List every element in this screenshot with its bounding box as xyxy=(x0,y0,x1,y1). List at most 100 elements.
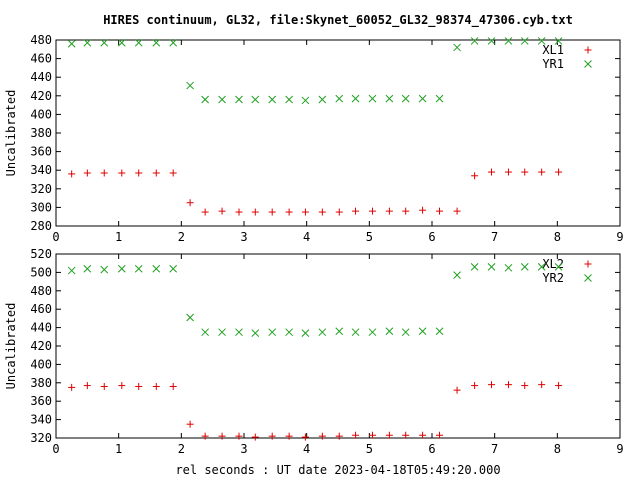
x-tick-label: 1 xyxy=(115,442,122,456)
data-point xyxy=(134,38,143,47)
y-tick-label: 400 xyxy=(30,357,52,371)
data-point xyxy=(538,168,546,176)
data-point xyxy=(100,265,109,274)
data-point xyxy=(201,208,209,216)
data-point xyxy=(453,43,461,52)
data-point xyxy=(453,386,461,394)
data-point xyxy=(352,207,360,215)
x-tick-label: 3 xyxy=(240,230,247,244)
data-point xyxy=(335,208,343,216)
data-point xyxy=(402,207,410,215)
y-tick-label: 460 xyxy=(30,52,52,66)
data-point xyxy=(435,327,444,336)
data-point xyxy=(285,328,293,337)
x-tick-label: 9 xyxy=(616,442,623,456)
x-tick-label: 2 xyxy=(178,442,185,456)
x-tick-label: 8 xyxy=(554,442,561,456)
data-point xyxy=(135,169,143,177)
data-point xyxy=(504,37,513,45)
series-xl2 xyxy=(68,381,563,441)
data-point xyxy=(268,328,277,337)
data-point xyxy=(117,38,126,47)
data-point xyxy=(419,206,427,214)
data-point xyxy=(134,264,143,273)
data-point xyxy=(152,264,161,273)
data-point xyxy=(470,263,479,271)
x-tick-label: 5 xyxy=(366,442,373,456)
data-point xyxy=(83,264,92,273)
y-tick-label: 460 xyxy=(30,302,52,316)
x-tick-label: 6 xyxy=(428,442,435,456)
data-point xyxy=(201,432,209,440)
plot-frame xyxy=(55,253,621,439)
data-point xyxy=(385,94,394,103)
data-point xyxy=(335,94,344,103)
series-yr2 xyxy=(67,263,563,337)
data-point xyxy=(152,38,161,47)
data-point xyxy=(368,328,377,337)
chart-panel-1: 0 1 2 3 4 5 6 7 8 9 280 300 320 340 360 380 400 420 440 460… xyxy=(4,33,624,244)
legend-marker xyxy=(584,260,592,268)
data-point xyxy=(537,37,546,45)
series-yr1 xyxy=(67,37,563,105)
y-tick-label: 440 xyxy=(30,321,52,335)
data-point xyxy=(218,207,226,215)
data-point xyxy=(435,94,444,103)
data-point xyxy=(419,431,427,439)
legend-marker xyxy=(584,46,592,54)
data-point xyxy=(368,431,376,439)
data-point xyxy=(218,95,226,104)
data-point xyxy=(368,94,377,103)
data-point xyxy=(301,329,310,337)
data-point xyxy=(235,95,243,104)
data-point xyxy=(436,207,444,215)
data-point xyxy=(201,328,210,337)
data-point xyxy=(268,432,276,440)
data-point xyxy=(520,263,529,271)
y-tick-label: 320 xyxy=(30,431,52,445)
data-point xyxy=(385,207,393,215)
y-tick-label: 360 xyxy=(30,394,52,408)
data-point xyxy=(385,431,393,439)
data-point xyxy=(118,169,126,177)
y-tick-label: 480 xyxy=(30,284,52,298)
data-point xyxy=(401,94,410,103)
data-point xyxy=(521,168,529,176)
y-tick-label: 340 xyxy=(30,163,52,177)
y-tick-label: 500 xyxy=(30,265,52,279)
chart-panels: 0 1 2 3 4 5 6 7 8 9280300320340360380400420440460… xyxy=(4,33,624,456)
data-point xyxy=(251,433,259,441)
data-point xyxy=(436,431,444,439)
data-point xyxy=(186,81,194,90)
data-point xyxy=(471,172,479,180)
data-point xyxy=(504,263,513,272)
x-tick-label: 5 xyxy=(366,230,373,244)
legend-label: YR1 xyxy=(542,57,564,71)
y-tick-label: 320 xyxy=(30,182,52,196)
data-point xyxy=(251,95,260,104)
data-point xyxy=(169,38,178,47)
data-point xyxy=(68,383,76,391)
data-point xyxy=(301,433,309,441)
data-point xyxy=(555,382,563,390)
data-point xyxy=(418,94,427,103)
data-point xyxy=(368,207,376,215)
data-point xyxy=(268,95,277,104)
data-point xyxy=(318,208,326,216)
data-point xyxy=(135,382,143,390)
x-tick-label: 0 xyxy=(52,230,59,244)
data-point xyxy=(418,327,427,336)
data-point xyxy=(351,328,360,337)
plot-frame xyxy=(55,39,621,227)
data-point xyxy=(251,329,260,337)
x-tick-label: 8 xyxy=(554,230,561,244)
data-point xyxy=(318,95,327,104)
data-point xyxy=(537,263,546,271)
data-point xyxy=(301,208,309,216)
data-point xyxy=(68,170,76,178)
x-tick-label: 4 xyxy=(303,230,310,244)
data-point xyxy=(318,432,326,440)
data-point xyxy=(285,432,293,440)
data-point xyxy=(335,327,344,336)
data-point xyxy=(100,382,108,390)
